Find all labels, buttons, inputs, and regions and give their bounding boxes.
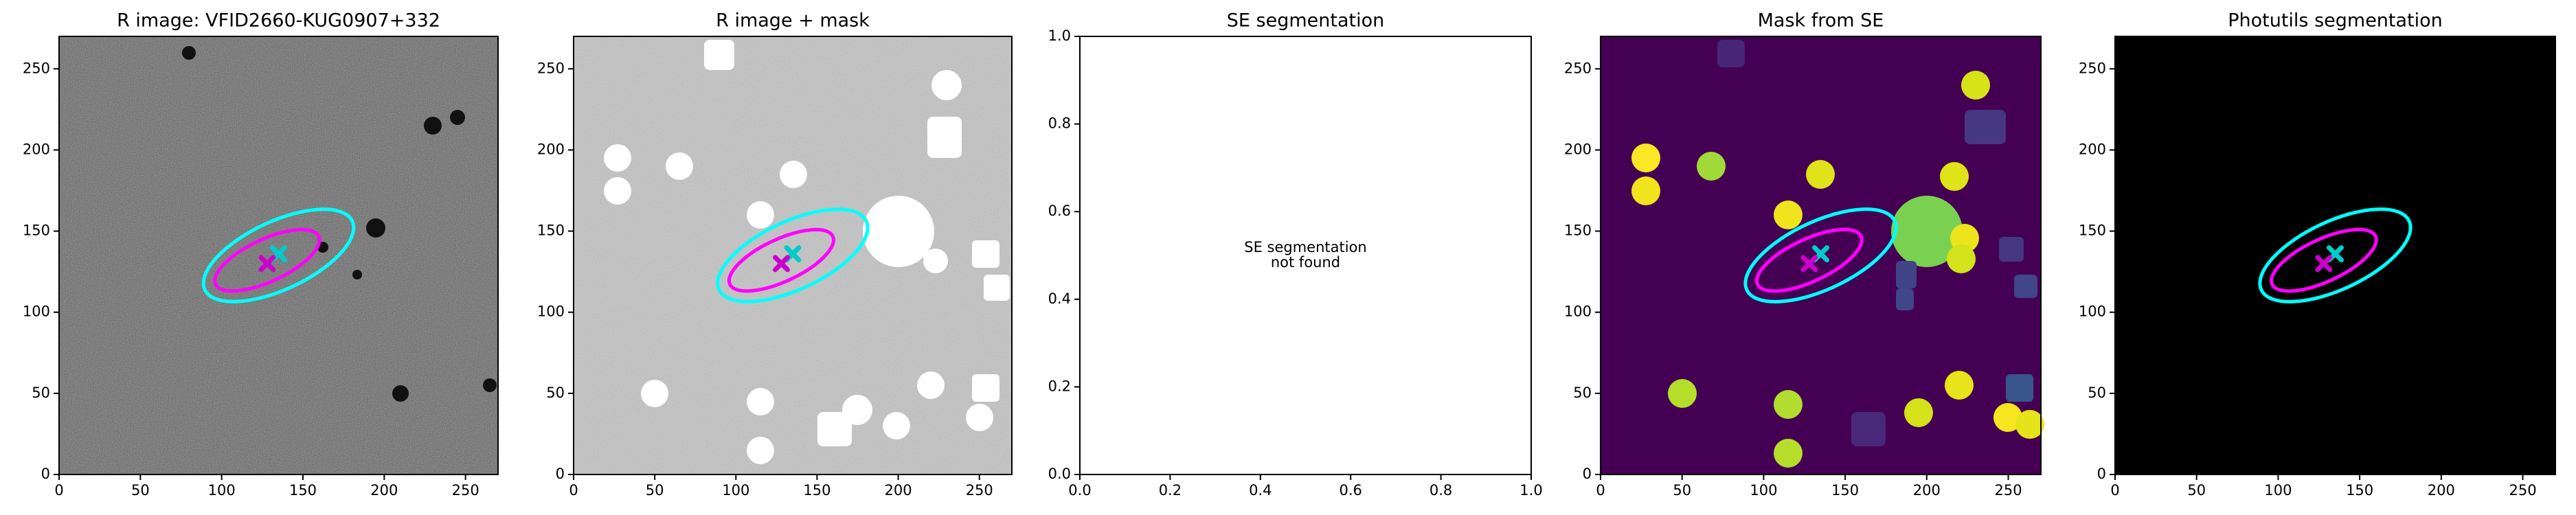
panel-title: SE segmentation xyxy=(1227,10,1384,32)
x-tick-label: 0.6 xyxy=(1339,482,1362,499)
panel-marks xyxy=(2258,207,2413,304)
y-tick-label: 100 xyxy=(2079,304,2106,320)
y-tick-label: 250 xyxy=(1564,60,1592,76)
x-tick-label: 0.2 xyxy=(1159,482,1182,499)
x-tick-label: 0.8 xyxy=(1430,482,1452,499)
y-tick-label: 100 xyxy=(1564,304,1592,320)
panel-marks xyxy=(1743,207,1898,304)
aperture-ellipse xyxy=(213,227,321,293)
y-tick-label: 250 xyxy=(23,60,50,76)
x-tick-label: 100 xyxy=(1750,482,1777,499)
annotation: not found xyxy=(1271,254,1340,271)
center-marker xyxy=(258,255,276,273)
segmentation-blobs xyxy=(1631,40,2044,468)
y-tick-label: 150 xyxy=(2079,222,2106,239)
x-tick-label: 50 xyxy=(2187,482,2206,499)
y-tick-label: 100 xyxy=(23,304,50,320)
x-tick-label: 250 xyxy=(1994,482,2022,499)
y-tick-label: 0.4 xyxy=(1048,290,1071,307)
x-tick-label: 0 xyxy=(1596,482,1605,499)
y-tick-label: 200 xyxy=(537,141,565,157)
aperture-ellipse xyxy=(716,207,870,304)
x-tick-label: 200 xyxy=(2428,482,2455,499)
y-tick-label: 0 xyxy=(1583,466,1592,482)
axes-frame xyxy=(573,36,1013,475)
y-tick-label: 0 xyxy=(556,466,565,482)
x-tick-label: 50 xyxy=(646,482,664,499)
x-tick-label: 100 xyxy=(208,482,236,499)
x-tick-label: 150 xyxy=(1831,482,1859,499)
aperture-ellipse xyxy=(2269,227,2378,293)
y-tick-label: 50 xyxy=(546,385,565,401)
y-tick-label: 50 xyxy=(2088,385,2106,401)
x-tick-label: 50 xyxy=(131,482,150,499)
panel-marks xyxy=(201,207,356,304)
panel-title: R image + mask xyxy=(716,10,870,32)
y-tick-label: 0 xyxy=(41,466,50,482)
x-tick-label: 100 xyxy=(722,482,749,499)
x-tick-label: 0 xyxy=(569,482,578,499)
x-tick-label: 200 xyxy=(885,482,912,499)
image-sources xyxy=(182,46,497,402)
panel-title: R image: VFID2660-KUG0907+332 xyxy=(117,10,440,32)
center-marker xyxy=(2315,255,2333,273)
aperture-ellipse xyxy=(201,207,356,304)
mask-circles xyxy=(604,40,1010,464)
y-tick-label: 0 xyxy=(2097,466,2106,482)
y-tick-label: 0.0 xyxy=(1048,466,1071,482)
center-marker xyxy=(1800,255,1818,273)
y-tick-label: 200 xyxy=(23,141,50,157)
x-tick-label: 0.4 xyxy=(1249,482,1272,499)
y-tick-label: 50 xyxy=(1573,385,1592,401)
x-tick-label: 250 xyxy=(2509,482,2536,499)
x-tick-label: 0.0 xyxy=(1068,482,1091,499)
aperture-ellipse xyxy=(2258,207,2413,304)
x-tick-label: 200 xyxy=(370,482,398,499)
x-tick-label: 150 xyxy=(803,482,831,499)
y-tick-label: 50 xyxy=(32,385,50,401)
aperture-ellipse xyxy=(1743,207,1898,304)
x-tick-label: 0 xyxy=(2110,482,2119,499)
y-tick-label: 200 xyxy=(1564,141,1592,157)
overlays: R image: VFID2660-KUG0907+332 0 50 100 150 20… xyxy=(23,10,2556,499)
axes-frame xyxy=(2114,36,2556,475)
x-tick-label: 0 xyxy=(54,482,63,499)
x-tick-label: 1.0 xyxy=(1519,482,1542,499)
panel-marks xyxy=(716,207,870,304)
x-tick-label: 150 xyxy=(2346,482,2373,499)
y-tick-label: 0.2 xyxy=(1048,378,1071,394)
aperture-ellipse xyxy=(1754,227,1864,293)
aperture-ellipse xyxy=(727,227,836,293)
x-tick-label: 150 xyxy=(289,482,317,499)
axes-frame xyxy=(58,36,499,475)
x-tick-label: 250 xyxy=(452,482,479,499)
axes-frame xyxy=(1079,36,1532,475)
panel-title: Mask from SE xyxy=(1758,10,1884,32)
y-tick-label: 0.8 xyxy=(1048,115,1071,132)
y-tick-label: 0.6 xyxy=(1048,203,1071,219)
axes-frame xyxy=(1600,36,2042,475)
center-marker xyxy=(772,255,790,273)
y-tick-label: 250 xyxy=(537,60,565,76)
x-tick-label: 250 xyxy=(966,482,993,499)
y-tick-label: 150 xyxy=(23,222,50,239)
y-tick-label: 1.0 xyxy=(1048,27,1071,44)
x-tick-label: 200 xyxy=(1913,482,1941,499)
y-tick-label: 200 xyxy=(2079,141,2106,157)
image-background xyxy=(1080,36,1531,474)
y-tick-label: 100 xyxy=(537,304,565,320)
annotation: SE segmentation xyxy=(1244,239,1366,255)
x-tick-label: 100 xyxy=(2264,482,2292,499)
y-tick-label: 150 xyxy=(1564,222,1592,239)
panel-title: Photutils segmentation xyxy=(2228,10,2443,32)
y-tick-label: 250 xyxy=(2079,60,2106,76)
y-tick-label: 150 xyxy=(537,222,565,239)
x-tick-label: 50 xyxy=(1673,482,1691,499)
